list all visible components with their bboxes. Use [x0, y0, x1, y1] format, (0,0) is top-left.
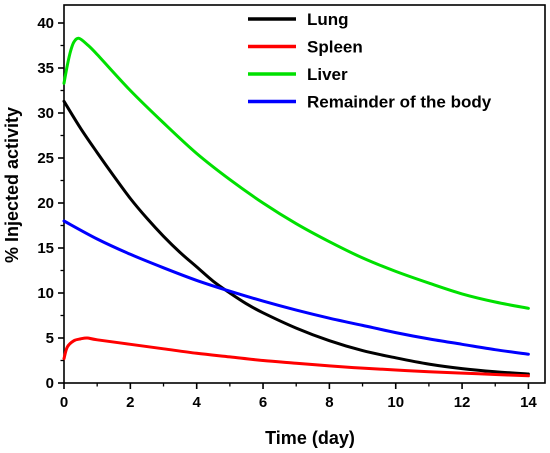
x-tick-label: 10 [387, 394, 404, 411]
y-tick-label: 40 [37, 15, 54, 32]
plot-frame [63, 4, 546, 384]
legend-label-remainder-of-the-body: Remainder of the body [307, 93, 492, 112]
plot-border [63, 4, 546, 384]
series-line-spleen [62, 336, 530, 378]
legend-label-liver: Liver [307, 65, 348, 84]
y-tick-label: 35 [37, 60, 54, 77]
x-tick-label: 14 [520, 394, 537, 411]
x-tick-label: 2 [126, 394, 134, 411]
x-tick-label: 4 [193, 394, 202, 411]
x-axis-title: Time (day) [265, 428, 355, 448]
y-tick-label: 20 [37, 195, 54, 212]
legend-label-lung: Lung [307, 10, 349, 29]
x-tick-label: 6 [259, 394, 267, 411]
legend: Lung Spleen Liver Remainder of the body [248, 10, 492, 112]
y-tick-label: 25 [37, 150, 54, 167]
x-tick-label: 0 [60, 394, 68, 411]
series-lines [62, 36, 530, 378]
series-line-remainder-of-the-body [62, 219, 530, 356]
series-line-lung [62, 99, 530, 376]
x-tick-label: 12 [454, 394, 471, 411]
y-tick-label: 5 [46, 330, 54, 347]
y-axis-ticks: 0 5 10 15 20 25 30 35 40 [37, 15, 64, 392]
y-tick-label: 10 [37, 285, 54, 302]
legend-label-spleen: Spleen [307, 38, 363, 57]
y-tick-label: 30 [37, 105, 54, 122]
y-tick-label: 15 [37, 240, 54, 257]
y-axis-title: % Injected activity [2, 107, 22, 263]
series-line-liver [62, 36, 530, 310]
x-axis-ticks: 0 2 4 6 8 10 12 14 [60, 383, 537, 411]
y-tick-label: 0 [46, 375, 54, 392]
x-tick-label: 8 [325, 394, 333, 411]
